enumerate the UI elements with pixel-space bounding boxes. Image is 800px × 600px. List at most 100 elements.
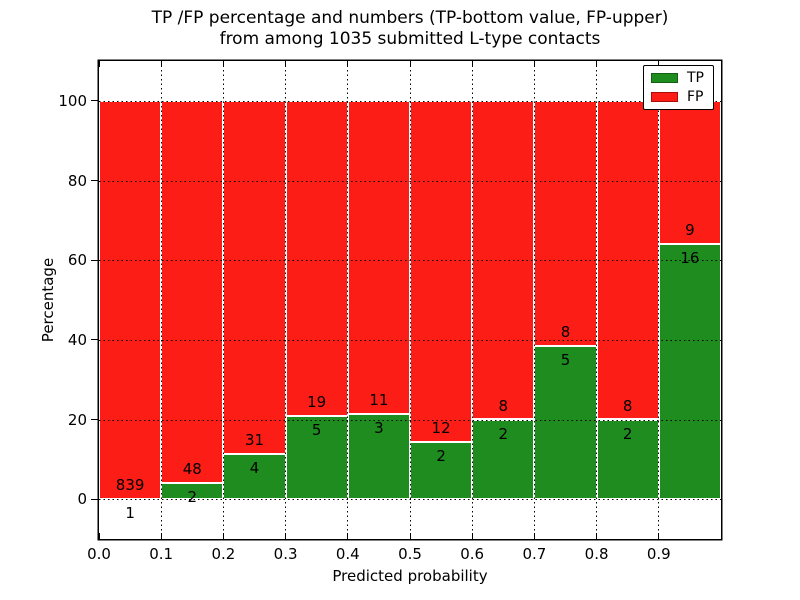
bar-count-label-tp: 1 [125, 503, 135, 522]
x-tick [658, 533, 660, 539]
x-tick [596, 61, 598, 67]
x-tick [285, 61, 287, 67]
bar-count-label-fp: 8 [622, 396, 633, 415]
gridline-vertical [471, 61, 473, 539]
x-tick-label: 0.8 [584, 545, 609, 563]
gridline-horizontal [99, 100, 721, 102]
bar-count-label-tp: 2 [622, 424, 633, 443]
bar-count-label-fp: 839 [115, 475, 145, 494]
x-tick [409, 61, 411, 67]
bar-segment-tp [223, 453, 286, 500]
y-tick-label: 100 [58, 91, 87, 110]
bar-count-label-fp: 8 [560, 322, 571, 341]
bar-segment-fp [534, 100, 597, 346]
x-tick-label: 0.5 [398, 545, 422, 563]
y-tick [91, 100, 98, 102]
bar-segment-tp [472, 419, 535, 500]
x-tick [471, 533, 473, 539]
bar-segment-fp [223, 100, 286, 454]
x-tick-label: 0.9 [646, 545, 671, 563]
bar-segment-tp [410, 442, 473, 500]
x-tick [471, 61, 473, 67]
gridline-horizontal [99, 260, 721, 262]
bar-count-label-tp: 2 [187, 488, 198, 507]
x-tick [222, 61, 224, 67]
x-tick-label: 0.7 [522, 545, 547, 563]
x-tick [98, 533, 100, 539]
bar-count-label-tp: 16 [680, 249, 700, 268]
y-tick-label: 60 [67, 251, 87, 270]
x-tick [347, 533, 349, 539]
bar-segment-tp [658, 244, 721, 500]
bar-segment-fp [596, 100, 659, 420]
bar-segment-fp [472, 100, 535, 420]
plot-area: 839 1 48 2 31 4 19 5 11 3 12 2 8 2 8 5 8 2 9 16 TP FP [99, 61, 721, 539]
x-tick [285, 533, 287, 539]
gridline-vertical [533, 61, 535, 539]
bar-count-label-fp: 31 [244, 430, 265, 449]
x-tick [160, 533, 162, 539]
x-tick [347, 61, 349, 67]
bar-segment-tp [534, 345, 597, 500]
bar-segment-fp [347, 100, 410, 414]
x-tick-label: 0.4 [335, 545, 360, 563]
bar-count-label-tp: 5 [311, 421, 322, 440]
gridline-horizontal [99, 419, 721, 421]
bar-segment-fp [285, 100, 348, 417]
grid-layer [99, 61, 721, 539]
x-axis-title: Predicted probability [332, 567, 488, 585]
legend-item-tp: TP [651, 71, 704, 85]
bar-count-label-fp: 12 [431, 419, 451, 438]
x-tick-label: 0.2 [211, 545, 236, 563]
bar-annotations-layer: 839 1 48 2 31 4 19 5 11 3 12 2 8 2 8 5 8 2 9 16 [99, 61, 721, 539]
gridline-vertical [658, 61, 660, 539]
x-tick [533, 533, 535, 539]
y-tick [91, 498, 98, 500]
bar-count-label-tp: 3 [374, 418, 384, 437]
legend: TP FP [643, 65, 714, 110]
bar-segment-tp [285, 416, 348, 500]
x-tick-label: 0.6 [460, 545, 485, 563]
bar-count-label-fp: 8 [498, 396, 509, 415]
x-tick [533, 61, 535, 67]
bar-count-label-tp: 4 [249, 458, 260, 477]
gridline-horizontal [99, 339, 721, 341]
legend-swatch-tp [651, 73, 678, 83]
gridline-vertical [160, 61, 162, 539]
x-tick [98, 61, 100, 67]
chart-title-line1: TP /FP percentage and numbers (TP-bottom… [151, 8, 669, 28]
legend-label-tp: TP [687, 70, 704, 86]
gridline-horizontal [99, 180, 721, 182]
bar-count-label-fp: 11 [369, 390, 389, 409]
bar-count-label-fp: 9 [685, 221, 695, 240]
chart-title-line2: from among 1035 submitted L-type contact… [219, 29, 601, 49]
bar-count-label-fp: 48 [182, 460, 202, 479]
gridline-vertical [596, 61, 598, 539]
bar-segment-fp [99, 100, 162, 499]
y-tick [91, 259, 98, 261]
y-tick-label: 0 [77, 490, 87, 509]
y-axis-title: Percentage [39, 257, 57, 343]
x-tick-label: 0.1 [149, 545, 174, 563]
x-tick [409, 533, 411, 539]
y-tick-label: 20 [67, 410, 87, 429]
legend-item-fp: FP [651, 90, 704, 104]
bar-segment-tp [596, 419, 659, 500]
bar-count-label-tp: 2 [436, 447, 446, 466]
y-tick [91, 180, 98, 181]
legend-label-fp: FP [687, 89, 704, 105]
y-tick-label: 40 [67, 330, 87, 349]
bar-segment-fp [161, 100, 224, 484]
bar-count-label-tp: 5 [560, 350, 571, 369]
bar-count-label-fp: 19 [307, 393, 327, 412]
y-tick [91, 419, 98, 420]
gridline-vertical [285, 61, 287, 539]
bar-segment-fp [410, 100, 473, 443]
bar-segment-tp [347, 413, 410, 500]
x-tick [222, 533, 224, 539]
gridline-horizontal [99, 499, 721, 501]
x-tick [658, 61, 660, 67]
bar-segment-tp [161, 483, 224, 500]
y-tick-label: 80 [67, 171, 87, 190]
